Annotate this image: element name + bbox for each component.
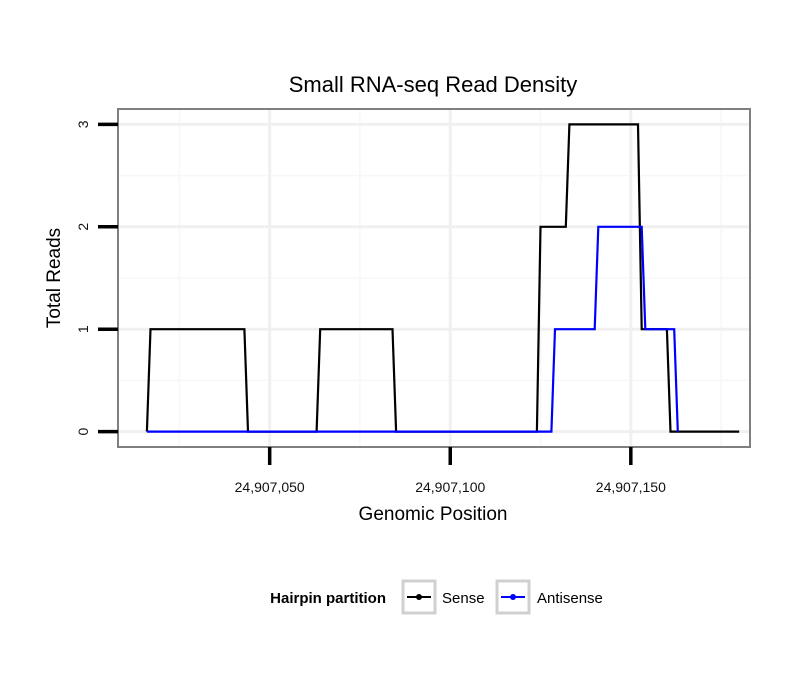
y-tick-label: 1 [75,325,91,333]
legend-label-antisense: Antisense [537,590,603,607]
series-line-antisense [146,225,679,433]
plot-panel [117,108,751,448]
y-axis-title: Total Reads [44,228,65,328]
x-tick-label: 24,907,050 [235,479,305,495]
x-tick-label: 24,907,150 [596,479,666,495]
legend-point-antisense [510,594,516,600]
x-tick-label: 24,907,100 [415,479,485,495]
legend: Hairpin partition Sense Antisense [270,579,603,615]
axis-ticks: 24,907,050 24,907,100 24,907,150 0 1 2 3 [75,120,666,495]
grid-lines [118,109,750,447]
y-tick-label: 2 [75,223,91,231]
legend-title: Hairpin partition [270,590,386,607]
legend-point-sense [416,594,422,600]
y-tick-label: 3 [75,120,91,128]
series-lines [145,123,740,433]
x-axis-title: Genomic Position [359,504,508,525]
y-tick-label: 0 [75,428,91,436]
chart-title: Small RNA-seq Read Density [289,72,578,97]
legend-label-sense: Sense [442,590,485,607]
